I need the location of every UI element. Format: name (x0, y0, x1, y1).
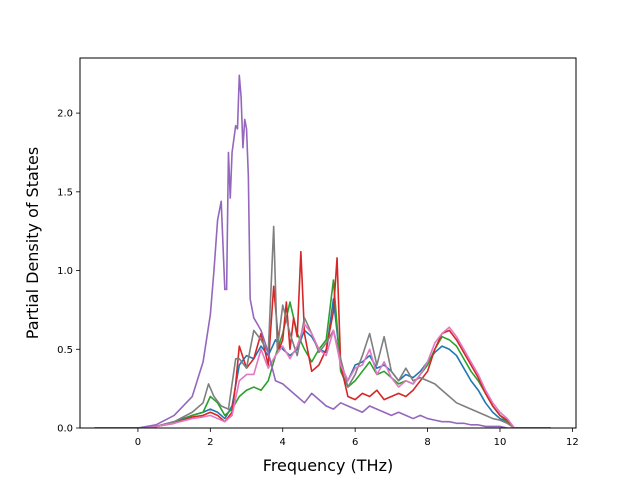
y-tick-label: 2.0 (57, 109, 73, 120)
x-axis: 0 2 4 6 8 10 12 (135, 428, 579, 448)
x-tick-label: 0 (135, 437, 141, 448)
y-tick-label: 1.0 (57, 266, 73, 277)
y-tick-label: 0.0 (57, 424, 73, 435)
series-line-5 (94, 323, 551, 428)
x-tick-label: 4 (280, 437, 286, 448)
y-tick-label: 1.5 (57, 187, 73, 198)
x-axis-label: Frequency (THz) (263, 456, 393, 475)
y-axis: 0.0 0.5 1.0 1.5 2.0 (57, 109, 80, 435)
x-tick-label: 6 (352, 437, 358, 448)
y-axis-label: Partial Density of States (23, 147, 42, 339)
x-tick-label: 12 (566, 437, 579, 448)
x-tick-label: 2 (207, 437, 213, 448)
series-layer (94, 74, 551, 428)
series-line-6 (94, 74, 551, 428)
plot-frame (79, 57, 577, 429)
x-tick-label: 8 (424, 437, 430, 448)
y-tick-label: 0.5 (57, 345, 73, 356)
x-tick-label: 10 (494, 437, 507, 448)
series-line-3 (94, 250, 551, 428)
